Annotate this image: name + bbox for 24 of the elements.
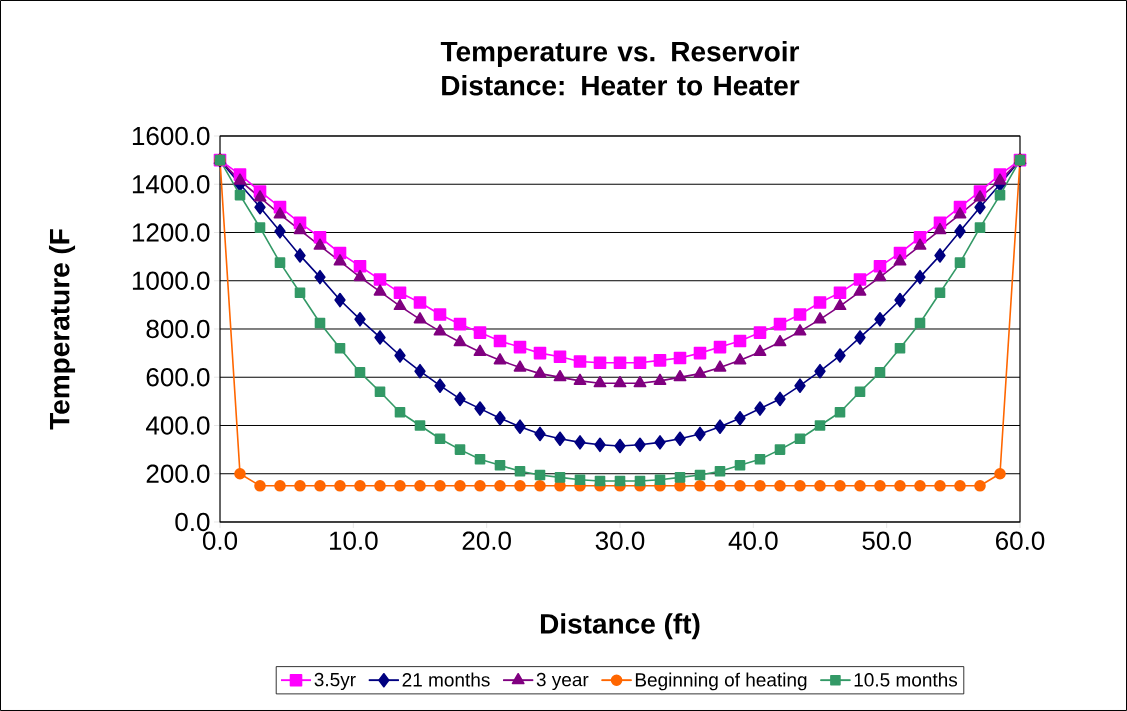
legend-label: 21 months — [402, 672, 490, 687]
x-tick-label: 0.0 — [202, 531, 238, 550]
legend-label: 3.5yr — [314, 672, 356, 691]
y-tick-label: 200.0 — [146, 464, 210, 483]
y-tick-label: 0.0 — [175, 512, 210, 532]
y-tick-label: 1600.0 — [132, 126, 210, 146]
x-tick-label: 30.0 — [595, 531, 645, 550]
y-tick-label: 800.0 — [146, 319, 210, 339]
y-tick-label: 1200.0 — [132, 223, 210, 242]
legend-label: 10.5 months — [854, 672, 958, 687]
x-tick-label: 10.0 — [330, 531, 378, 550]
x-tick-label: 40.0 — [728, 531, 778, 550]
y-tick-label: 400.0 — [146, 416, 210, 435]
y-tick-label: 1000.0 — [132, 271, 210, 290]
x-tick-label: 20.0 — [462, 531, 511, 550]
y-axis-title: Temperature (F — [48, 229, 76, 430]
y-tick-label: 1400.0 — [132, 175, 210, 194]
x-tick-label: 50.0 — [862, 531, 911, 550]
x-tick-label: 60.0 — [996, 531, 1045, 550]
legend-label: 3 year — [536, 672, 589, 691]
legend-label: Beginning of heating — [635, 672, 807, 691]
chart-title: Temperature vs. Reservoir Distance: Heater to Heater — [440, 40, 800, 96]
y-tick-label: 600.0 — [146, 368, 210, 387]
x-axis-title: Distance (ft) — [540, 613, 700, 640]
